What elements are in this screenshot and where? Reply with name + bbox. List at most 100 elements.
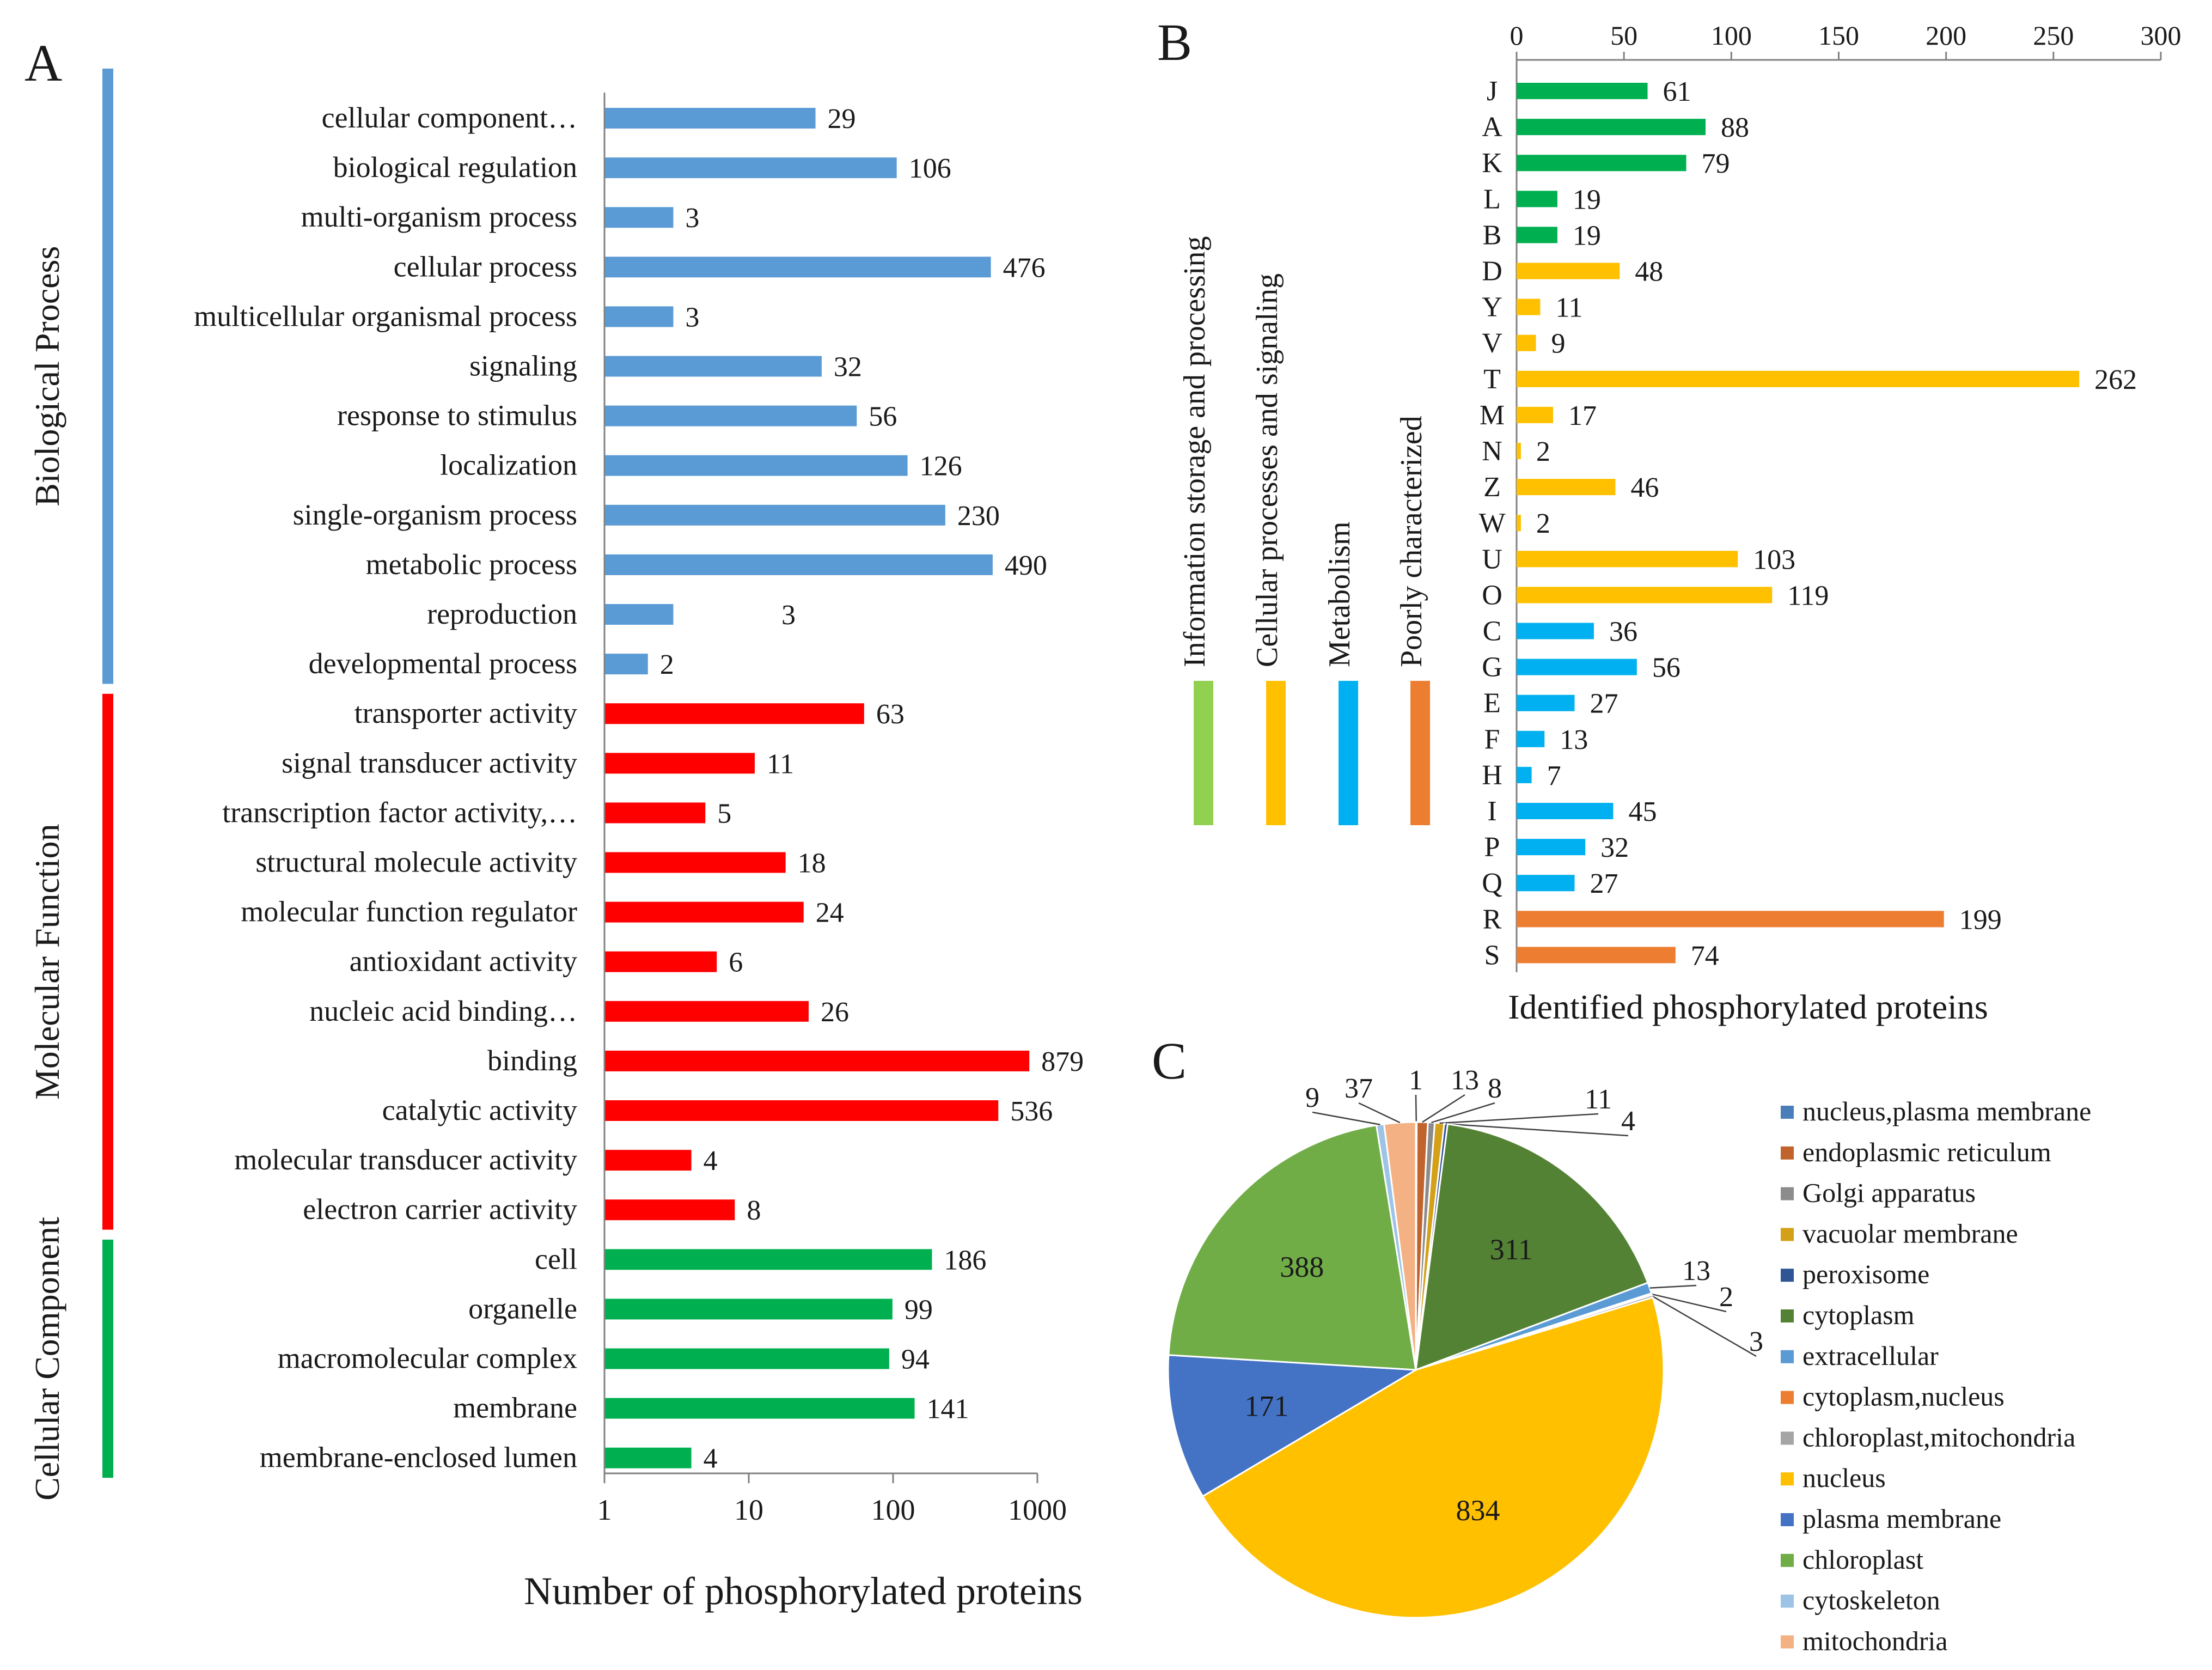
- b-category-label-s: S: [1484, 940, 1500, 971]
- c-legend-swatch-golgi-apparatus: [1781, 1187, 1794, 1200]
- a-category-label-transporter-activity: transporter activity: [355, 697, 577, 729]
- panel-letter-a: A: [25, 34, 62, 92]
- c-legend-swatch-chloroplast-mitochondria: [1781, 1431, 1794, 1445]
- b-class-marker-poorly-characterized: [1410, 681, 1430, 825]
- a-category-label-electron-carrier-activity: electron carrier activity: [303, 1193, 577, 1226]
- c-legend-swatch-nucleus: [1781, 1472, 1794, 1486]
- c-slice-value-cytoplasm: 311: [1490, 1233, 1533, 1266]
- a-bar-developmental-process: [604, 654, 648, 675]
- b-category-label-k: K: [1482, 148, 1502, 179]
- b-bar-v: [1517, 334, 1536, 351]
- b-bar-t: [1517, 370, 2080, 387]
- a-bar-signaling: [604, 356, 822, 377]
- a-bar-single-organism-process: [604, 504, 945, 526]
- a-category-label-catalytic-activity: catalytic activity: [382, 1094, 577, 1126]
- c-slice-value-cytoskeleton: 9: [1305, 1082, 1319, 1113]
- a-category-label-multicellular-organismal-process: multicellular organismal process: [194, 300, 577, 332]
- a-group-bracket-biological-process: [102, 68, 113, 684]
- a-bar-organelle: [604, 1299, 893, 1320]
- b-x-tick-label-100: 100: [1711, 20, 1752, 51]
- b-data-label-u: 103: [1753, 544, 1795, 575]
- b-data-label-b: 19: [1573, 220, 1601, 251]
- c-legend-label-extracellular: extracellular: [1802, 1340, 1939, 1371]
- a-bar-antioxidant-activity: [604, 951, 717, 972]
- a-data-label-antioxidant-activity: 6: [729, 947, 743, 978]
- c-legend-label-golgi-apparatus: Golgi apparatus: [1802, 1178, 1976, 1208]
- b-data-label-z: 46: [1630, 472, 1659, 503]
- c-slice-mitochondria: [1383, 1121, 1417, 1370]
- b-category-label-f: F: [1484, 724, 1500, 755]
- a-category-label-molecular-transducer-activity: molecular transducer activity: [234, 1143, 577, 1176]
- b-bar-b: [1517, 227, 1557, 243]
- b-category-label-a: A: [1482, 112, 1502, 143]
- panel-letter-b: B: [1157, 13, 1192, 71]
- a-category-label-transcription-factor-activity: transcription factor activity,…: [222, 796, 577, 828]
- b-class-label-information-storage-and-processing: Information storage and processing: [1178, 236, 1212, 667]
- b-category-label-v: V: [1482, 328, 1502, 359]
- a-data-label-molecular-function-regulator: 24: [816, 898, 844, 929]
- panel-letter-c: C: [1152, 1032, 1187, 1090]
- c-slice-value-nucleus: 834: [1456, 1494, 1500, 1527]
- b-bar-a: [1517, 119, 1706, 136]
- b-bar-n: [1517, 443, 1521, 459]
- b-bar-h: [1517, 766, 1532, 783]
- a-bar-membrane: [604, 1398, 915, 1419]
- a-data-label-molecular-transducer-activity: 4: [704, 1145, 718, 1177]
- b-bar-y: [1517, 298, 1541, 315]
- a-bar-reproduction: [604, 604, 674, 625]
- c-leader-line-peroxisome: [1446, 1123, 1629, 1137]
- b-bar-s: [1517, 947, 1676, 964]
- b-category-label-d: D: [1482, 256, 1502, 287]
- a-data-label-cellular-component: 29: [828, 103, 856, 135]
- c-slice-value-peroxisome: 4: [1621, 1106, 1635, 1137]
- a-data-label-biological-regulation: 106: [909, 153, 951, 184]
- c-leader-line-extracellular: [1649, 1284, 1697, 1289]
- c-legend-label-cytoplasm: cytoplasm: [1802, 1300, 1915, 1330]
- c-slice-value-chloroplast: 388: [1280, 1251, 1324, 1283]
- a-bar-biological-regulation: [604, 157, 897, 179]
- c-slice-value-cytoplasm-nucleus: 2: [1719, 1282, 1733, 1313]
- b-data-label-f: 13: [1560, 724, 1588, 755]
- b-x-tick-label-300: 300: [2141, 20, 2182, 51]
- c-legend-swatch-mitochondria: [1781, 1635, 1794, 1649]
- c-legend-swatch-nucleus-plasma-membrane: [1781, 1106, 1794, 1119]
- a-bar-molecular-function-regulator: [604, 901, 804, 923]
- a-data-label-signal-transducer-activity: 11: [767, 748, 794, 779]
- b-data-label-t: 262: [2094, 364, 2137, 395]
- a-category-label-membrane-enclosed-lumen: membrane-enclosed lumen: [260, 1441, 577, 1474]
- a-bar-transcription-factor-activity: [604, 802, 706, 824]
- a-data-label-transcription-factor-activity: 5: [717, 798, 731, 829]
- b-class-label-metabolism: Metabolism: [1323, 521, 1356, 667]
- a-data-label-localization: 126: [920, 451, 962, 482]
- a-bar-catalytic-activity: [604, 1100, 999, 1121]
- b-bar-f: [1517, 730, 1545, 747]
- a-x-tick-label-1: 1: [597, 1494, 612, 1526]
- b-bar-d: [1517, 263, 1620, 279]
- c-leader-line-cytoskeleton: [1312, 1111, 1380, 1125]
- a-x-tick-label-1000: 1000: [1008, 1494, 1067, 1526]
- c-legend-label-endoplasmic-reticulum: endoplasmic reticulum: [1802, 1137, 2051, 1167]
- a-bar-transporter-activity: [604, 703, 864, 724]
- a-category-label-single-organism-process: single-organism process: [293, 498, 577, 531]
- b-data-label-e: 27: [1590, 688, 1618, 720]
- b-category-label-m: M: [1480, 400, 1505, 431]
- a-category-label-macromolecular-complex: macromolecular complex: [278, 1342, 577, 1375]
- b-bar-l: [1517, 191, 1557, 208]
- c-leader-line-mitochondria: [1358, 1102, 1401, 1124]
- c-leader-line-cytoplasm-nucleus: [1651, 1293, 1727, 1313]
- b-data-label-r: 199: [1959, 904, 2002, 935]
- c-slice-value-chloroplast-mitochondria: 3: [1749, 1326, 1763, 1357]
- b-data-label-n: 2: [1536, 436, 1550, 467]
- b-data-label-a: 88: [1721, 112, 1749, 143]
- a-x-axis-title: Number of phosphorylated proteins: [524, 1569, 1083, 1613]
- a-x-tick-label-10: 10: [734, 1494, 763, 1526]
- b-data-label-i: 45: [1628, 796, 1657, 827]
- b-category-label-b: B: [1483, 220, 1502, 251]
- a-category-label-organelle: organelle: [468, 1292, 577, 1325]
- b-category-label-u: U: [1482, 544, 1502, 575]
- b-class-label-poorly-characterized: Poorly characterized: [1395, 416, 1428, 667]
- a-data-label-electron-carrier-activity: 8: [747, 1195, 761, 1226]
- b-bar-z: [1517, 479, 1616, 496]
- b-data-label-s: 74: [1691, 940, 1719, 971]
